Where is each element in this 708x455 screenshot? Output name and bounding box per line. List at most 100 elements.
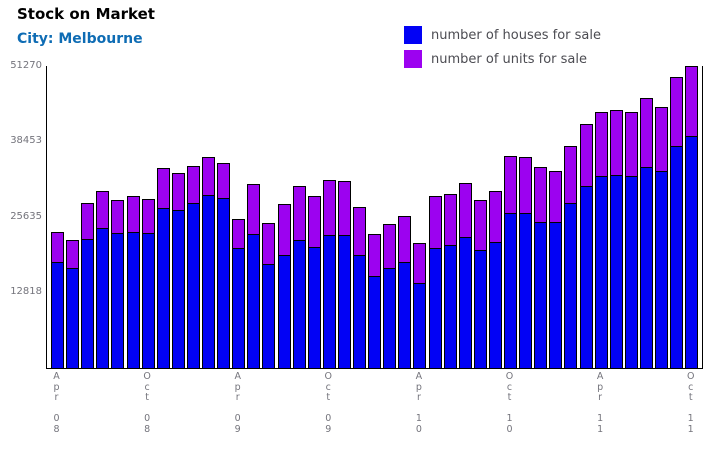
bar-units-segment (459, 184, 471, 238)
bar-feb-11[interactable] (564, 146, 578, 368)
legend: number of houses for sale number of unit… (404, 26, 601, 74)
bar-oct-08[interactable] (141, 199, 155, 368)
bar-oct-09[interactable] (322, 180, 336, 368)
bar-sep-08[interactable] (126, 196, 140, 368)
legend-item-units: number of units for sale (404, 50, 601, 68)
y-axis-label: 51270 (10, 60, 42, 71)
bar-jun-11[interactable] (624, 112, 638, 368)
x-axis-label: O c t 0 8 (143, 371, 151, 435)
bar-jun-10[interactable] (443, 194, 457, 368)
bar-apr-11[interactable] (594, 112, 608, 368)
bar-aug-10[interactable] (473, 200, 487, 368)
bar-units-segment (429, 197, 441, 249)
bar-mar-10[interactable] (398, 216, 412, 368)
bar-units-segment (187, 167, 199, 204)
bar-units-segment (625, 113, 637, 177)
bar-sep-11[interactable] (670, 77, 684, 368)
bar-units-segment (278, 205, 290, 256)
bar-units-segment (218, 164, 230, 199)
bar-aug-08[interactable] (111, 200, 125, 368)
bar-may-10[interactable] (428, 196, 442, 368)
bar-units-segment (323, 181, 335, 236)
bar-units-segment (369, 235, 381, 277)
bar-units-segment (52, 233, 63, 263)
bar-units-segment (172, 174, 184, 211)
bar-units-segment (610, 111, 622, 176)
bar-dec-09[interactable] (353, 207, 366, 368)
bar-units-segment (656, 108, 667, 172)
legend-swatch-units-icon (404, 50, 422, 68)
chart-plot-area (46, 66, 703, 369)
bar-jul-09[interactable] (277, 204, 291, 368)
bar-jan-09[interactable] (186, 166, 200, 368)
page-title: Stock on Market (17, 5, 155, 23)
bar-feb-09[interactable] (202, 157, 215, 368)
x-axis-label: O c t 1 0 (505, 371, 514, 435)
bar-units-segment (550, 172, 562, 223)
bar-units-segment (535, 168, 547, 223)
bar-feb-10[interactable] (383, 224, 397, 368)
bar-units-segment (233, 220, 245, 249)
bar-mar-11[interactable] (579, 124, 593, 368)
bar-units-segment (399, 217, 411, 263)
bar-aug-09[interactable] (292, 186, 306, 368)
bar-jan-10[interactable] (368, 234, 382, 368)
bar-units-segment (293, 187, 305, 241)
bar-units-segment (67, 241, 79, 269)
x-axis-label: A p r 0 8 (53, 371, 60, 435)
bar-sep-09[interactable] (307, 196, 321, 368)
bar-apr-08[interactable] (51, 232, 64, 368)
y-axis-label: 38453 (10, 135, 42, 146)
bar-nov-08[interactable] (156, 168, 170, 368)
y-axis-label: 25635 (10, 211, 42, 222)
bar-units-segment (474, 201, 486, 251)
legend-swatch-houses-icon (404, 26, 422, 44)
bar-apr-09[interactable] (232, 219, 246, 368)
bar-oct-11[interactable] (685, 66, 699, 368)
bar-jul-10[interactable] (458, 183, 472, 368)
x-axis-label: O c t 1 1 (686, 371, 695, 435)
bar-units-segment (384, 225, 396, 269)
bar-nov-09[interactable] (337, 181, 351, 368)
bar-units-segment (112, 201, 124, 234)
bar-units-segment (248, 185, 260, 235)
bar-may-09[interactable] (247, 184, 261, 368)
bar-nov-10[interactable] (519, 157, 533, 368)
bar-units-segment (565, 147, 577, 204)
bar-units-segment (595, 113, 607, 177)
bar-units-segment (263, 224, 275, 265)
y-axis-label: 12818 (10, 286, 42, 297)
bar-dec-08[interactable] (171, 173, 185, 368)
x-axis-label: O c t 0 9 (324, 371, 333, 435)
bar-units-segment (82, 204, 94, 240)
bar-jul-08[interactable] (96, 191, 110, 368)
legend-label-houses: number of houses for sale (431, 27, 601, 43)
bar-jun-08[interactable] (81, 203, 95, 368)
bar-units-segment (338, 182, 350, 236)
bar-mar-09[interactable] (217, 163, 231, 368)
bar-apr-10[interactable] (413, 243, 427, 368)
legend-label-units: number of units for sale (431, 51, 587, 67)
bar-jan-11[interactable] (549, 171, 563, 368)
bar-units-segment (671, 78, 683, 147)
bar-may-08[interactable] (66, 240, 80, 368)
bar-jul-11[interactable] (639, 98, 653, 368)
bar-oct-10[interactable] (504, 156, 517, 368)
x-axis-label: A p r 0 9 (234, 371, 241, 435)
legend-item-houses: number of houses for sale (404, 26, 601, 44)
bar-sep-10[interactable] (488, 191, 502, 368)
bar-may-11[interactable] (609, 110, 623, 368)
bar-units-segment (157, 169, 169, 209)
bar-units-segment (580, 125, 592, 187)
bar-units-segment (127, 197, 139, 233)
bar-jun-09[interactable] (262, 223, 276, 368)
bar-units-segment (203, 158, 214, 196)
bar-dec-10[interactable] (534, 167, 548, 368)
city-subtitle: City: Melbourne (17, 31, 143, 47)
bar-units-segment (686, 67, 698, 137)
bar-units-segment (640, 99, 652, 168)
x-axis-label: A p r 1 0 (415, 371, 423, 435)
bar-aug-11[interactable] (655, 107, 668, 368)
bar-units-segment (142, 200, 154, 234)
bar-units-segment (354, 208, 365, 256)
